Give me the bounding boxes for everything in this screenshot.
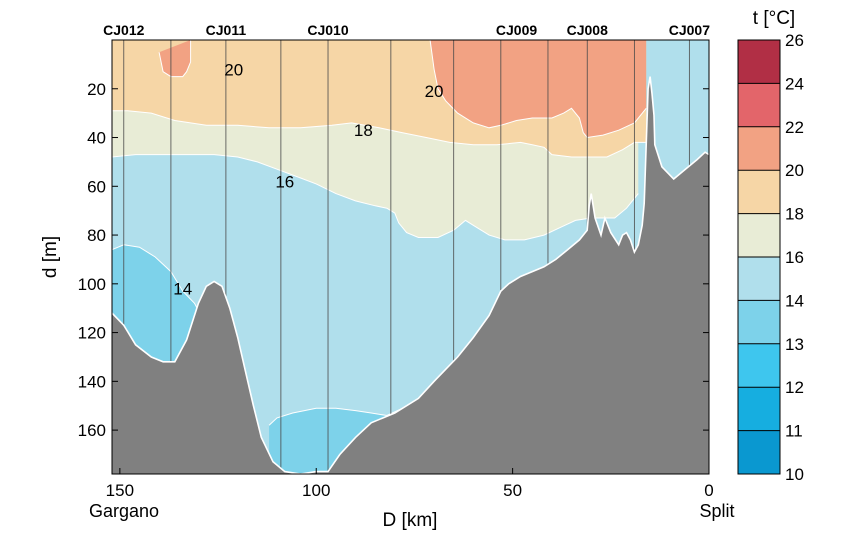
seafloor-outline [112, 76, 709, 474]
seafloor [112, 76, 709, 474]
colorbar-tick-label: 14 [785, 291, 804, 310]
station-label: CJ012 [103, 22, 144, 38]
y-tick-label: 140 [78, 372, 106, 391]
station-label: CJ008 [567, 22, 608, 38]
colorbar-swatch [738, 257, 780, 301]
x-end-label-right: Split [699, 501, 734, 521]
colorbar-tick-label: 12 [785, 378, 804, 397]
station-label: CJ011 [206, 22, 247, 38]
isotherm-16 [112, 154, 639, 241]
x-tick-label: 50 [503, 481, 522, 500]
x-tick-label: 100 [302, 481, 330, 500]
colorbar-swatch [738, 300, 780, 344]
y-axis: 20 40 60 80 100 120 140 160 [78, 80, 709, 440]
station-label: CJ007 [669, 22, 710, 38]
x-tick-label: 150 [106, 481, 134, 500]
colorbar-tick-label: 24 [785, 74, 804, 93]
colorbar-swatch [738, 430, 780, 474]
station-label: CJ009 [496, 22, 537, 38]
colorbar-label: t [°C] [753, 8, 795, 29]
x-tick-label: 0 [704, 481, 713, 500]
contour-labels: 20 20 18 16 14 [173, 60, 443, 298]
colorbar-tick-label: 26 [785, 31, 804, 50]
colorbar-frame [737, 39, 781, 475]
plot-area [112, 40, 709, 474]
colorbar-swatch [738, 213, 780, 257]
colorbar-tick-label: 18 [785, 205, 804, 224]
colorbar-swatch [738, 170, 780, 214]
y-tick-label: 160 [78, 421, 106, 440]
contour-label: 18 [354, 121, 373, 140]
colorbar-tick-label: 13 [785, 335, 804, 354]
colorbar-tick-label: 16 [785, 248, 804, 267]
x-axis: 150 100 50 0 [106, 468, 714, 500]
isotherm-20 [158, 40, 192, 78]
colorbar: 10 11 12 13 14 16 18 20 22 24 26 [737, 31, 804, 484]
y-axis-label: d [m] [40, 236, 61, 278]
isotherm-20 [429, 40, 647, 139]
contour-label: 20 [425, 82, 444, 101]
band-20-22-east [430, 40, 647, 138]
y-tick-label: 60 [87, 177, 106, 196]
contour-label: 14 [173, 280, 192, 299]
colorbar-swatch [738, 83, 780, 127]
y-tick-label: 20 [87, 80, 106, 99]
colorbar-tick-label: 22 [785, 118, 804, 137]
station-labels: CJ012 CJ011 CJ010 CJ009 CJ008 CJ007 [103, 22, 710, 38]
x-axis-label: D [km] [383, 510, 438, 531]
y-tick-label: 100 [78, 275, 106, 294]
band-20-22-west [159, 40, 191, 77]
y-tick-label: 40 [87, 129, 106, 148]
colorbar-tick-label: 10 [785, 465, 804, 484]
colorbar-tick-label: 20 [785, 161, 804, 180]
colorbar-swatch [738, 126, 780, 171]
y-tick-label: 120 [78, 324, 106, 343]
colorbar-swatch [738, 387, 780, 431]
contour-label: 20 [224, 60, 243, 79]
isotherm-18 [112, 110, 647, 158]
x-end-label-left: Gargano [89, 501, 159, 521]
y-tick-label: 80 [87, 226, 106, 245]
colorbar-swatch [738, 40, 780, 84]
colorbar-swatch [738, 343, 780, 388]
station-label: CJ010 [307, 22, 348, 38]
plot-frame [111, 39, 710, 475]
colorbar-tick-label: 11 [785, 422, 803, 441]
contour-label: 16 [275, 172, 294, 191]
